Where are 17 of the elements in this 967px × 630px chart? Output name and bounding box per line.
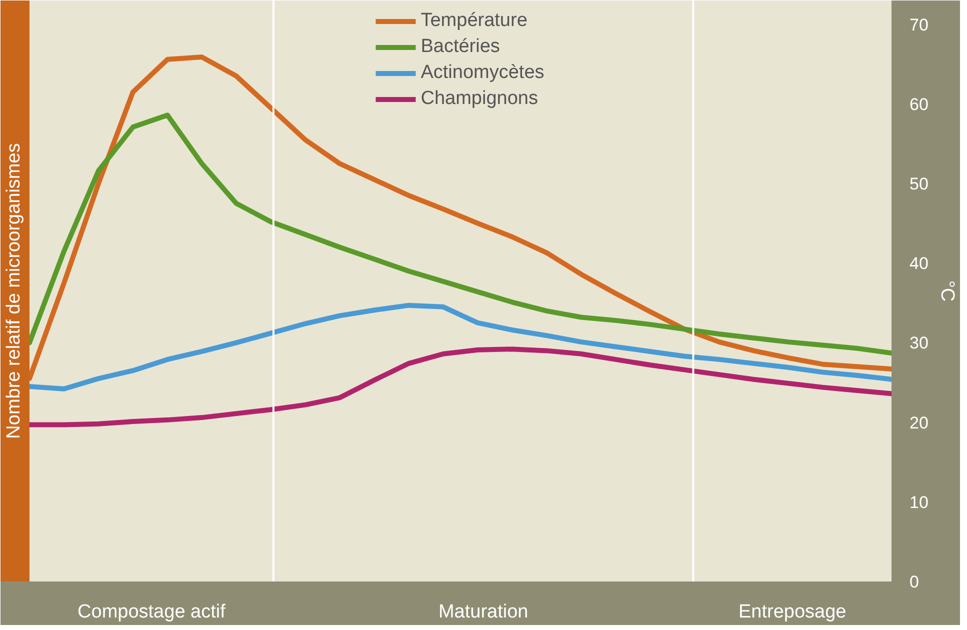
y-tick-label: 10 (910, 492, 928, 512)
y-tick-label: 0 (910, 572, 919, 592)
legend-label: Champignons (420, 88, 538, 110)
y-tick-label: 20 (910, 413, 928, 432)
y-axis-title: Nombre relatif de microorganismes (4, 143, 24, 439)
y-tick-label: 70 (910, 15, 928, 34)
legend-label: Actinomycètes (420, 62, 544, 84)
text: Compostage actif (78, 602, 226, 622)
y-tick-label: 60 (910, 94, 928, 114)
y-tick-label: 30 (910, 334, 928, 353)
text: Entreposage (738, 602, 846, 622)
y-tick-label: 40 (910, 254, 928, 274)
legend-label: Bactéries (420, 36, 500, 58)
y2-axis-title: °C (936, 280, 958, 302)
legend-label: Température (420, 10, 528, 32)
y-tick-label: 50 (910, 174, 928, 194)
text: Maturation (438, 602, 528, 622)
